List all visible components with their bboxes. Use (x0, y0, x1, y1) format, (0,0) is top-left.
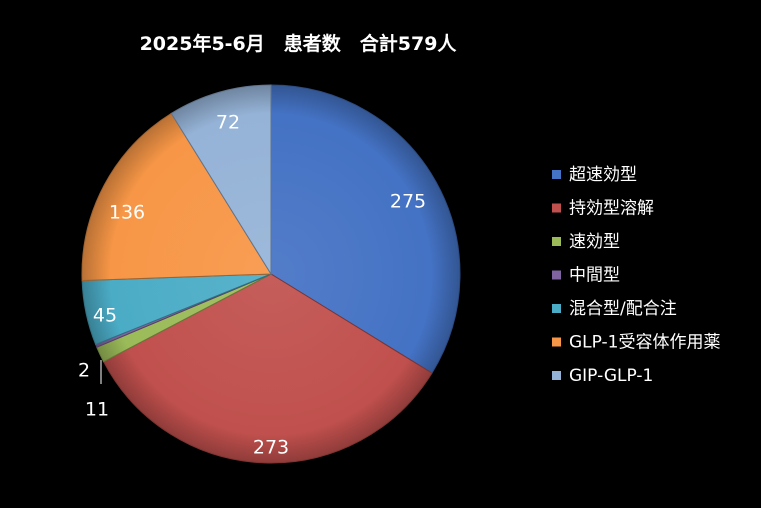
pie-slice (102, 273, 433, 464)
data-label: 11 (85, 399, 109, 421)
legend-swatch (552, 170, 561, 179)
data-label: 275 (390, 191, 426, 213)
legend-swatch (552, 337, 561, 347)
legend-label: 速効型 (569, 232, 620, 252)
pie-slices (81, 84, 461, 464)
legend-label: GLP-1受容体作用薬 (569, 333, 720, 353)
legend-swatch (552, 237, 561, 246)
legend-label: 混合型/配合注 (569, 299, 677, 319)
pie-slice (270, 84, 461, 374)
legend-label: 持効型溶解 (569, 199, 654, 219)
legend-label: 中間型 (569, 266, 620, 286)
legend-swatch (552, 304, 561, 313)
legend-label: GIP-GLP-1 (569, 366, 653, 386)
data-label: 45 (93, 305, 117, 327)
pie-slice (81, 112, 272, 282)
pie-slice (170, 84, 272, 276)
data-label: 72 (216, 112, 240, 134)
data-label: 2 (78, 360, 90, 382)
data-label: 136 (109, 202, 145, 224)
legend-swatch (552, 270, 561, 280)
legend-swatch (552, 371, 561, 380)
legend-label: 超速効型 (569, 165, 637, 185)
data-labels: 275 273 11 2 45 136 72 (78, 112, 426, 459)
legend-swatch (552, 203, 561, 213)
chart-title: 2025年5-6月 患者数 合計579人 (140, 32, 458, 55)
data-label: 273 (253, 437, 289, 459)
